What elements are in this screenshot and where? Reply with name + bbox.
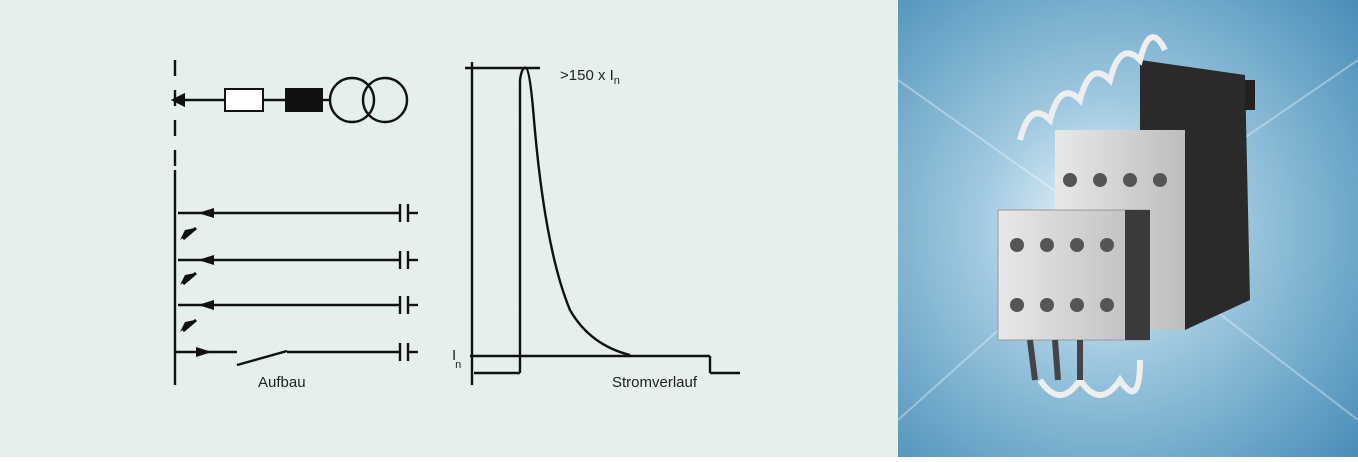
rated-label: In: [452, 347, 461, 371]
circuit: [170, 60, 418, 385]
peak-label: >150 x In: [560, 67, 620, 87]
current-graph: [465, 62, 740, 385]
structure-label: Aufbau: [258, 374, 306, 391]
rated-label-subscript: n: [455, 359, 461, 371]
curve-label: Stromverlauf: [612, 374, 698, 391]
peak-label-subscript: n: [614, 75, 620, 87]
product-photo: [897, 0, 1358, 457]
diagram-panel: [0, 0, 898, 457]
peak-label-text: >150 x I: [560, 67, 614, 84]
rated-label-text: I: [452, 347, 456, 364]
